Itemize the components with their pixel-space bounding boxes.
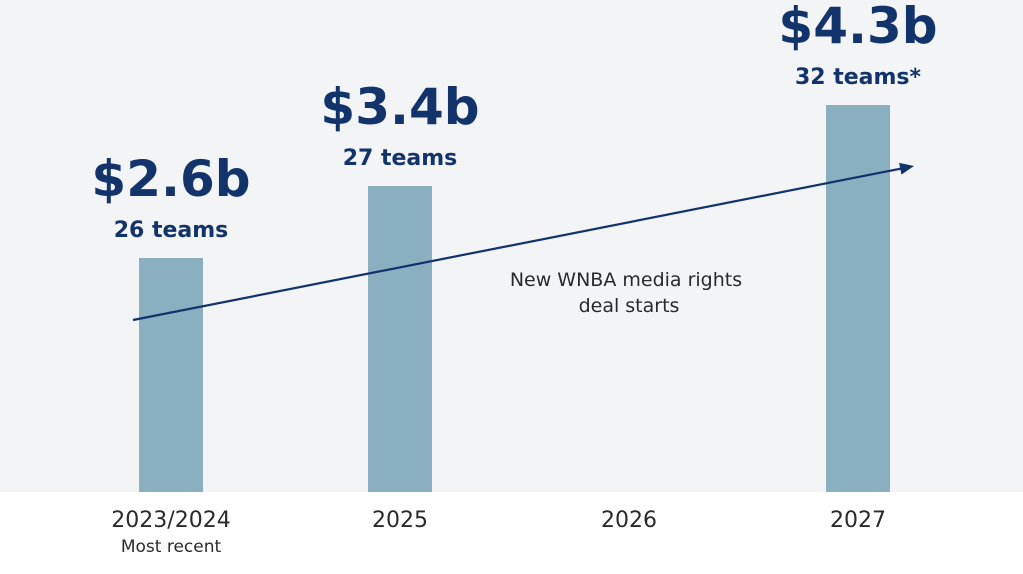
teams-label-2: 27 teams — [343, 146, 458, 171]
value-label-1: $2.6b — [91, 150, 250, 208]
bar-1 — [139, 258, 203, 492]
annotation-text: New WNBA media rights deal starts — [510, 269, 748, 317]
value-labels-group: $2.6b 26 teams $3.4b 27 teams $4.3b 32 teams* — [91, 0, 937, 243]
teams-label-1: 26 teams — [114, 218, 229, 243]
x-tick-label-1: 2023/2024 — [111, 508, 230, 533]
value-label-4: $4.3b — [778, 0, 937, 55]
bar-2 — [368, 186, 432, 492]
trend-arrow-head — [899, 162, 914, 175]
x-tick-label-3: 2026 — [601, 508, 657, 533]
trend-arrow-line — [132, 166, 907, 322]
annotation-line-2: deal starts — [579, 295, 680, 317]
x-tick-sublabel-1: Most recent — [121, 537, 222, 557]
teams-label-4: 32 teams* — [795, 65, 922, 90]
x-axis-ticks: 2023/2024 Most recent 2025 2026 2027 — [111, 508, 886, 557]
x-tick-label-2: 2025 — [372, 508, 428, 533]
bars-group — [139, 105, 890, 492]
value-label-2: $3.4b — [320, 78, 479, 136]
annotation-line-1: New WNBA media rights — [510, 269, 742, 291]
x-tick-label-4: 2027 — [830, 508, 886, 533]
bar-4 — [826, 105, 890, 492]
trend-arrow-group — [132, 162, 914, 322]
